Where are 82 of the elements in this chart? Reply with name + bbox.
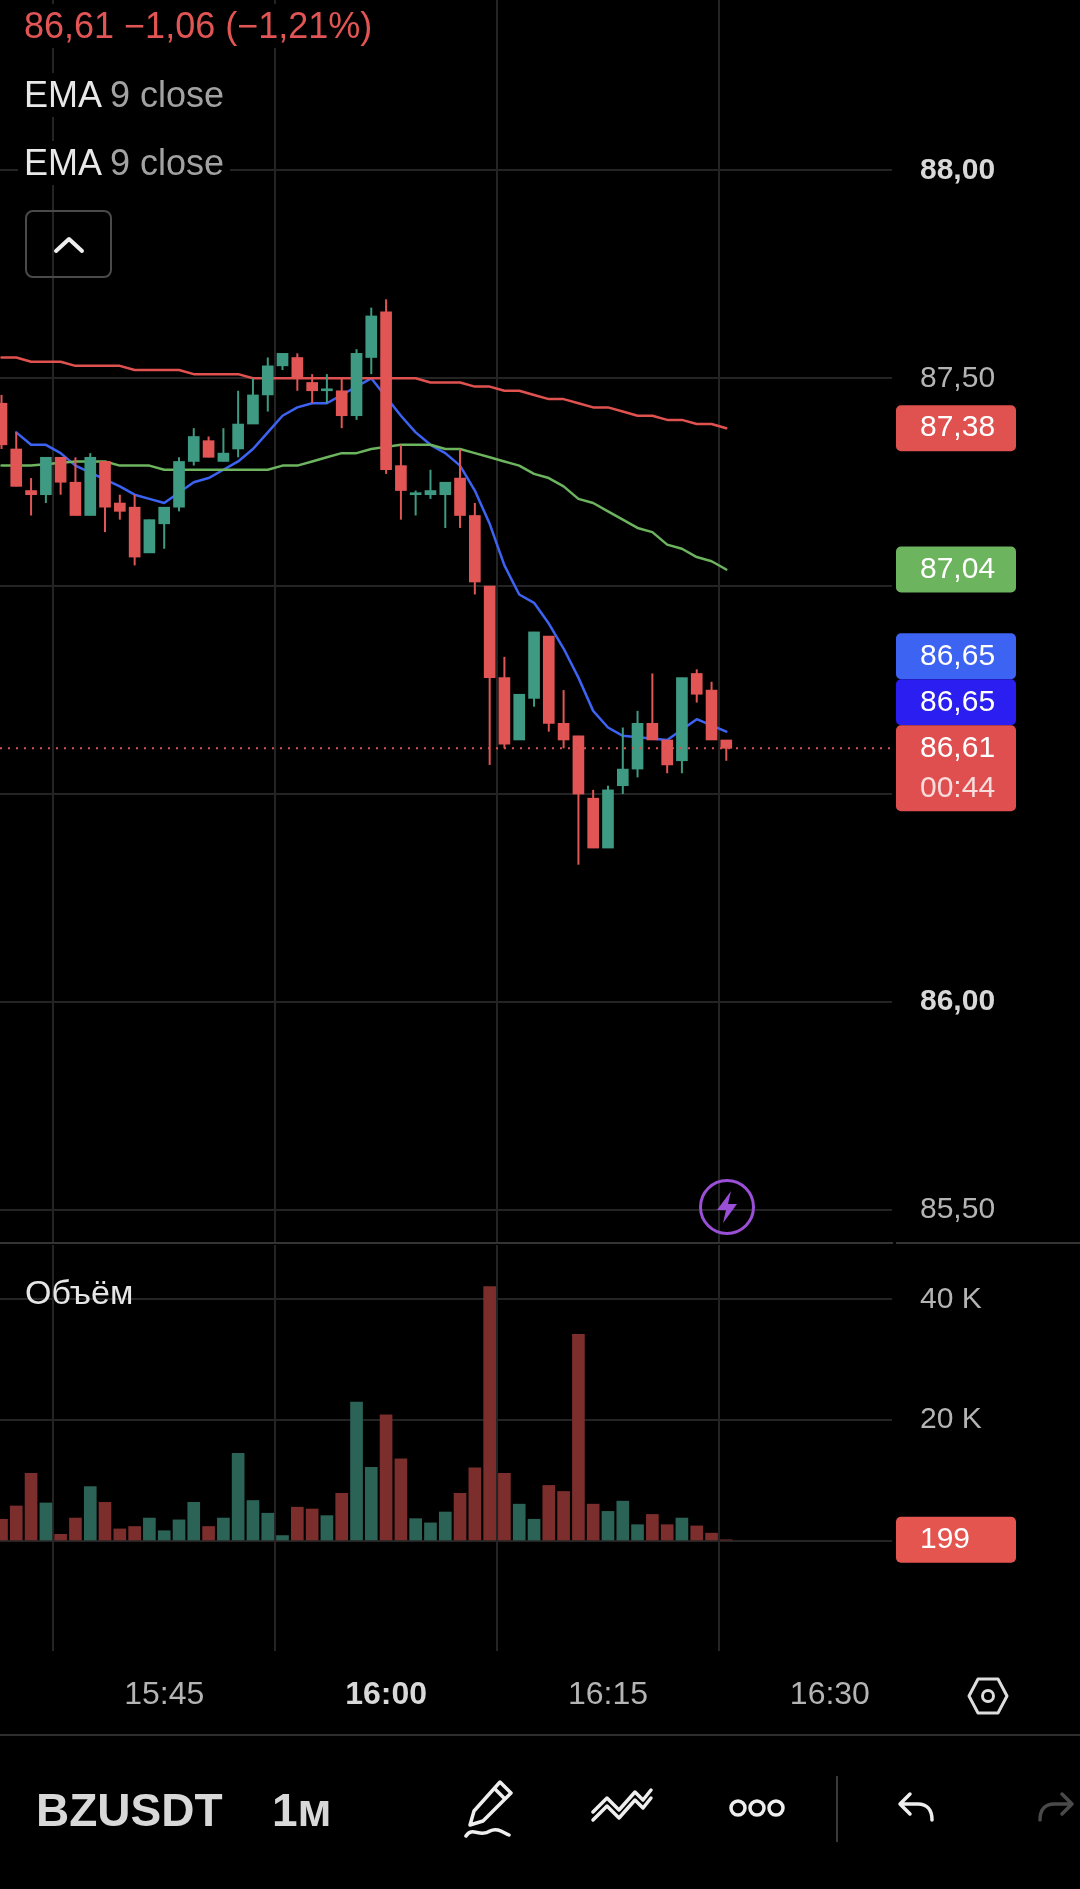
bar xyxy=(202,1526,215,1541)
bar xyxy=(143,1517,156,1541)
bar xyxy=(54,1534,67,1541)
bar xyxy=(616,1500,630,1541)
bar xyxy=(335,1492,349,1541)
x-tick-label: 16:15 xyxy=(567,1675,649,1712)
y-tick-label: 40 K xyxy=(920,1280,982,1314)
bar xyxy=(172,1519,186,1541)
bar xyxy=(69,1517,82,1541)
bar xyxy=(187,1502,201,1541)
candlestick xyxy=(202,435,215,459)
bar xyxy=(231,1453,245,1541)
bar xyxy=(675,1517,689,1541)
bar xyxy=(586,1503,600,1541)
bar xyxy=(483,1286,496,1541)
candlestick xyxy=(439,481,452,529)
bar xyxy=(364,1466,378,1541)
bar xyxy=(631,1524,644,1541)
candlestick xyxy=(306,373,318,405)
candlestick xyxy=(409,489,422,517)
bar xyxy=(261,1512,275,1541)
text: 86,65 xyxy=(920,683,996,717)
bar xyxy=(350,1401,363,1541)
ref-line-label: 86,61 00:44 xyxy=(920,729,996,803)
bar xyxy=(660,1524,674,1541)
bar xyxy=(601,1511,615,1541)
y-tick-label: 88,00 xyxy=(920,151,996,185)
bar xyxy=(39,1502,53,1541)
y-tick-label: 20 K xyxy=(920,1401,982,1435)
candlestick xyxy=(113,493,126,521)
annotation: 86,61 −1,06 (−1,21%) xyxy=(18,4,379,48)
bar xyxy=(572,1334,585,1541)
bar xyxy=(24,1473,38,1541)
text: BZUSDT xyxy=(36,1783,223,1837)
y-tick-label: 86,00 xyxy=(920,983,996,1017)
bar xyxy=(379,1414,393,1541)
bar xyxy=(98,1502,112,1541)
text: 87,38 xyxy=(920,409,996,443)
candlestick xyxy=(424,468,437,500)
y-tick-label: 85,50 xyxy=(920,1191,996,1225)
candlestick xyxy=(25,477,37,517)
text: 87,04 xyxy=(920,550,996,584)
annotation: EMA 9 close xyxy=(18,141,231,185)
bar xyxy=(498,1473,511,1541)
text: 1м xyxy=(272,1783,332,1837)
text: 86,65 xyxy=(920,637,996,671)
x-tick-label: 16:00 xyxy=(345,1675,428,1712)
candlestick xyxy=(321,373,333,405)
bar xyxy=(409,1518,422,1541)
candlestick xyxy=(616,726,629,796)
bar xyxy=(542,1485,556,1541)
bar xyxy=(690,1525,704,1541)
bar xyxy=(246,1500,260,1541)
bar xyxy=(527,1518,541,1541)
bar xyxy=(83,1486,97,1541)
bar xyxy=(557,1491,570,1541)
bar xyxy=(128,1526,141,1541)
bar xyxy=(424,1522,437,1541)
bar xyxy=(113,1528,127,1541)
x-tick-label: 15:45 xyxy=(124,1675,205,1712)
candlestick xyxy=(646,672,659,741)
bar xyxy=(468,1467,482,1541)
text: 199 xyxy=(920,1521,971,1555)
bar xyxy=(646,1514,659,1541)
bar xyxy=(438,1511,452,1541)
bar xyxy=(512,1503,526,1541)
x-tick-label: 16:30 xyxy=(789,1675,870,1712)
bar xyxy=(305,1508,319,1541)
bar xyxy=(453,1492,467,1541)
annotation: EMA 9 close xyxy=(18,72,231,117)
y-tick-label: 87,50 xyxy=(920,359,996,393)
bar xyxy=(157,1530,171,1541)
bar xyxy=(320,1515,334,1541)
candlestick xyxy=(690,668,703,704)
bar xyxy=(705,1532,718,1541)
candlestick xyxy=(158,506,171,550)
bar xyxy=(276,1535,289,1541)
bar xyxy=(394,1458,408,1541)
candlestick xyxy=(217,427,230,463)
bar xyxy=(291,1506,304,1541)
bar xyxy=(217,1517,230,1541)
text: Объём xyxy=(25,1272,134,1312)
